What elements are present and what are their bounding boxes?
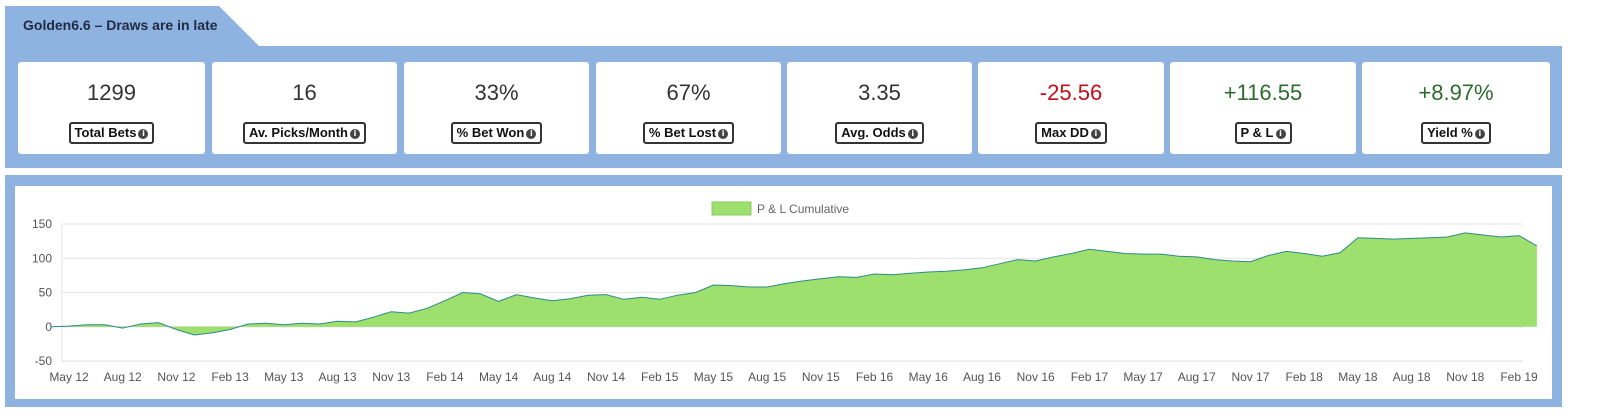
stat-label-button[interactable]: Av. Picks/Month i xyxy=(243,122,366,144)
x-tick-label: Aug 13 xyxy=(318,370,356,384)
info-circle-icon[interactable]: i xyxy=(1090,129,1101,139)
x-tick-label: Feb 14 xyxy=(426,370,464,384)
x-tick-label: May 13 xyxy=(264,370,304,384)
info-circle-icon[interactable]: i xyxy=(907,129,918,139)
chart-panel-band: P & L Cumulative -50 0 50 100 150 May 12 Aug 12… xyxy=(5,175,1562,407)
stat-label-text: Avg. Odds xyxy=(841,125,906,140)
stat-label-text: P & L xyxy=(1240,125,1274,140)
x-tick-label: Aug 14 xyxy=(533,370,571,384)
info-circle-icon[interactable]: i xyxy=(1275,129,1286,139)
x-tick-label: Aug 15 xyxy=(748,370,786,384)
pl-area-fill xyxy=(51,232,1537,335)
stat-label-text: Total Bets xyxy=(74,125,137,140)
stat-label-text: % Bet Won xyxy=(456,125,525,140)
info-circle-icon[interactable]: i xyxy=(349,129,360,139)
x-tick-label: Aug 12 xyxy=(104,370,142,384)
stat-value: -25.56 xyxy=(1039,80,1103,105)
x-tick-label: May 15 xyxy=(694,370,734,384)
x-tick-label: Aug 16 xyxy=(963,370,1001,384)
y-tick-label: -50 xyxy=(35,354,53,368)
info-circle-icon[interactable]: i xyxy=(138,129,149,139)
stat-value: 67% xyxy=(666,80,711,105)
stat-label-button[interactable]: % Bet Lost i xyxy=(642,122,735,144)
x-tick-label: Aug 17 xyxy=(1178,370,1216,384)
stat-label-button[interactable]: Avg. Odds i xyxy=(835,122,924,144)
page-title-tab: Golden6.6 – Draws are in late xyxy=(5,6,259,46)
x-tick-label: May 14 xyxy=(479,370,519,384)
stat-label-text: Yield % xyxy=(1427,125,1473,140)
x-tick-label: Nov 17 xyxy=(1231,370,1269,384)
x-tick-label: Feb 19 xyxy=(1500,370,1538,384)
x-tick-label: May 17 xyxy=(1123,370,1163,384)
stat-value: 16 xyxy=(292,80,317,105)
stat-label-button[interactable]: Yield % i xyxy=(1421,122,1491,144)
x-tick-label: Feb 16 xyxy=(856,370,894,384)
stat-value: +116.55 xyxy=(1223,80,1303,105)
stat-value: 33% xyxy=(474,80,519,105)
x-tick-label: May 12 xyxy=(49,370,89,384)
x-tick-label: Nov 13 xyxy=(372,370,410,384)
stat-card-total-bets: 1299 Total Bets i xyxy=(18,62,205,154)
page-title: Golden6.6 – Draws are in late xyxy=(23,17,218,33)
x-tick-label: Nov 12 xyxy=(157,370,195,384)
x-tick-label: Nov 14 xyxy=(587,370,625,384)
x-tick-label: Nov 18 xyxy=(1446,370,1484,384)
chart-panel: P & L Cumulative -50 0 50 100 150 May 12 Aug 12… xyxy=(15,186,1552,399)
pl-series-line xyxy=(51,232,1538,336)
legend-label: P & L Cumulative xyxy=(757,202,849,216)
x-tick-label: Nov 15 xyxy=(802,370,840,384)
stat-card-bet-won: 33% % Bet Won i xyxy=(404,62,589,154)
stat-card-max-dd: -25.56 Max DD i xyxy=(978,62,1164,154)
stat-label-text: Av. Picks/Month xyxy=(249,125,348,140)
stat-value: 3.35 xyxy=(858,80,901,105)
y-tick-label: 100 xyxy=(32,251,52,265)
stat-label-button[interactable]: Max DD i xyxy=(1035,122,1107,144)
x-tick-label: Feb 13 xyxy=(211,370,249,384)
stat-label-text: % Bet Lost xyxy=(648,125,717,140)
stat-card-yield: +8.97% Yield % i xyxy=(1362,62,1550,154)
stat-card-bet-lost: 67% % Bet Lost i xyxy=(596,62,781,154)
x-tick-label: May 18 xyxy=(1338,370,1378,384)
x-tick-label: Feb 15 xyxy=(641,370,679,384)
stats-panel: 1299 Total Bets i 16 Av. Picks/Month i 33%… xyxy=(5,46,1562,168)
stat-card-avg-odds: 3.35 Avg. Odds i xyxy=(787,62,972,154)
x-tick-label: Aug 18 xyxy=(1393,370,1431,384)
pl-cumulative-chart: P & L Cumulative -50 0 50 100 150 May 12 Aug 12… xyxy=(32,201,1538,384)
info-circle-icon[interactable]: i xyxy=(1474,129,1485,139)
y-tick-label: 0 xyxy=(45,320,52,334)
stat-value: 1299 xyxy=(87,80,136,105)
info-circle-icon[interactable]: i xyxy=(718,129,729,139)
stat-card-picks-month: 16 Av. Picks/Month i xyxy=(212,62,397,154)
x-tick-label: Feb 17 xyxy=(1071,370,1109,384)
y-tick-label: 50 xyxy=(39,286,53,300)
title-tab-shape xyxy=(5,6,259,46)
y-tick-label: 150 xyxy=(32,217,52,231)
legend-swatch xyxy=(711,201,752,216)
x-tick-label: Feb 18 xyxy=(1286,370,1324,384)
info-circle-icon[interactable]: i xyxy=(526,129,537,139)
x-tick-label: May 16 xyxy=(909,370,949,384)
stat-label-button[interactable]: % Bet Won i xyxy=(450,122,543,144)
x-tick-label: Nov 16 xyxy=(1017,370,1055,384)
stat-label-button[interactable]: Total Bets i xyxy=(68,122,155,144)
stat-value: +8.97% xyxy=(1418,80,1494,105)
stat-label-text: Max DD xyxy=(1041,125,1089,140)
